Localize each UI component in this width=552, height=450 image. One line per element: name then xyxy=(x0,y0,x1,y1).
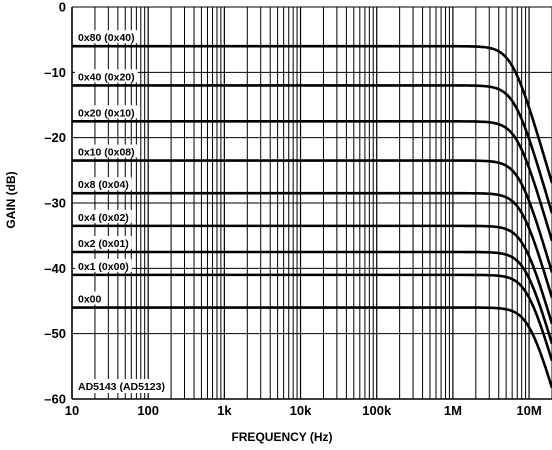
series-label-bg xyxy=(75,144,138,158)
series-line xyxy=(72,273,552,362)
x-tick-label: 10M xyxy=(516,403,541,418)
x-tick-label: 10k xyxy=(290,403,312,418)
series-label: 0x2 (0x01) xyxy=(78,238,129,250)
x-tick-label: 10 xyxy=(65,403,79,418)
series-label-bg xyxy=(75,177,132,191)
x-tick-label: 1k xyxy=(217,403,232,418)
series-label: 0x1 (0x00) xyxy=(78,261,129,273)
annotation-bg xyxy=(75,379,168,393)
series-line xyxy=(72,306,552,389)
y-tick-label: –50 xyxy=(44,326,66,341)
series-label-bg xyxy=(75,30,138,44)
series-label-bg xyxy=(75,69,138,83)
x-tick-label: 1M xyxy=(444,403,462,418)
series-line xyxy=(72,224,552,325)
series-label: 0x4 (0x02) xyxy=(78,212,129,224)
y-axis-title: GAIN (dB) xyxy=(4,171,18,228)
series-label: 0x80 (0x40) xyxy=(78,32,135,44)
series-label: 0x20 (0x10) xyxy=(78,107,135,119)
series-line xyxy=(72,84,552,214)
series-label-bg xyxy=(75,236,132,249)
series-line xyxy=(72,120,552,242)
x-axis-title: FREQUENCY (Hz) xyxy=(231,430,332,444)
series-layer xyxy=(72,44,552,389)
grid xyxy=(71,6,552,400)
series-label: 0x10 (0x08) xyxy=(78,147,135,159)
x-tick-label: 100 xyxy=(137,403,159,418)
x-tick-label: 100k xyxy=(362,403,392,418)
y-tick-label: –30 xyxy=(44,196,66,211)
series-label: 0x40 (0x20) xyxy=(78,71,135,83)
series-line xyxy=(72,159,552,273)
series-label-bg xyxy=(75,209,132,223)
annotation-label: AD5143 (AD5123) xyxy=(78,381,165,393)
y-tick-label: –40 xyxy=(44,261,66,276)
series-label: 0x00 xyxy=(78,294,102,306)
series-label-bg xyxy=(75,291,105,305)
series-line xyxy=(72,250,552,345)
y-tick-label: –60 xyxy=(44,392,66,407)
y-tick-label: 0 xyxy=(59,0,66,15)
series-line xyxy=(72,44,552,184)
series-line xyxy=(72,191,552,299)
series-label: 0x8 (0x04) xyxy=(78,179,129,191)
label-layer: 0x80 (0x40) 0x40 (0x20) 0x20 (0x10) 0x10 (0… xyxy=(75,30,168,393)
series-label-bg xyxy=(75,258,132,272)
y-tick-label: –10 xyxy=(44,65,66,80)
series-label-bg xyxy=(75,105,138,119)
y-tick-label: –20 xyxy=(44,130,66,145)
